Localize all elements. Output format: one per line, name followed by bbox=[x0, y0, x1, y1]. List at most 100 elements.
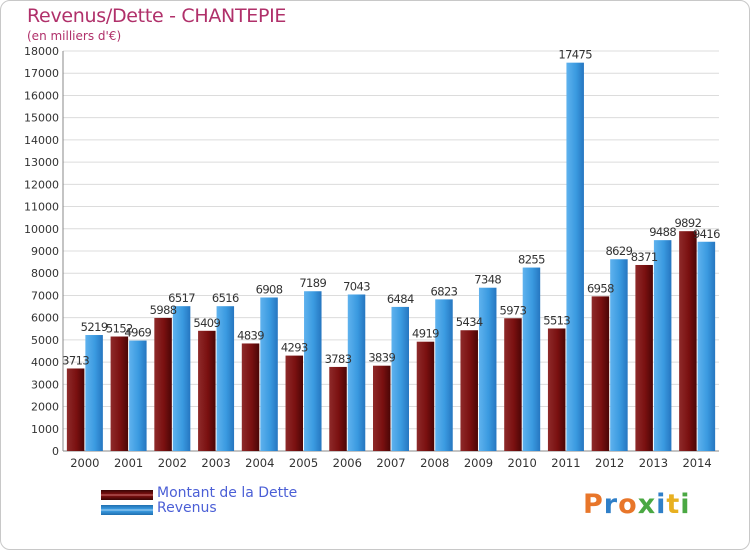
debt-value-label: 5988 bbox=[150, 303, 177, 317]
revenue-value-label: 8629 bbox=[605, 244, 632, 258]
logo-letter: i bbox=[656, 489, 667, 520]
y-tick-label: 11000 bbox=[24, 201, 59, 214]
revenue-bar bbox=[85, 335, 103, 451]
x-tick-label: 2009 bbox=[464, 456, 493, 470]
debt-bar bbox=[635, 264, 653, 451]
debt-value-label: 3783 bbox=[325, 352, 352, 366]
y-tick-label: 18000 bbox=[24, 45, 59, 58]
revenue-bar bbox=[653, 240, 672, 451]
debt-bar bbox=[547, 328, 566, 451]
x-tick-label: 2003 bbox=[201, 456, 230, 470]
debt-bar bbox=[241, 343, 260, 451]
y-tick-label: 8000 bbox=[31, 267, 59, 280]
revenue-bar bbox=[216, 306, 235, 451]
debt-bar bbox=[679, 231, 697, 451]
debt-bar bbox=[66, 368, 85, 451]
revenue-value-label: 7043 bbox=[343, 279, 370, 293]
y-tick-label: 6000 bbox=[31, 312, 59, 325]
debt-bar bbox=[285, 355, 304, 451]
revenue-value-label: 6517 bbox=[168, 291, 195, 305]
y-tick-label: 10000 bbox=[24, 223, 59, 236]
legend-swatch-debt bbox=[101, 490, 153, 500]
y-tick-label: 9000 bbox=[31, 245, 59, 258]
x-tick-label: 2005 bbox=[289, 456, 318, 470]
x-tick-label: 2013 bbox=[639, 456, 668, 470]
y-tick-label: 3000 bbox=[31, 378, 59, 391]
x-tick-label: 2012 bbox=[595, 456, 624, 470]
revenue-value-label: 6516 bbox=[212, 291, 239, 305]
x-tick-label: 2014 bbox=[682, 456, 711, 470]
logo-letter: P bbox=[583, 489, 604, 520]
debt-bar bbox=[198, 330, 216, 451]
debt-value-label: 5409 bbox=[193, 316, 220, 330]
y-tick-label: 13000 bbox=[24, 156, 59, 169]
revenue-bar bbox=[260, 297, 278, 451]
revenue-bar bbox=[347, 294, 366, 451]
legend-label-revenue: Revenus bbox=[157, 500, 217, 516]
x-tick-label: 2008 bbox=[420, 456, 449, 470]
debt-bar bbox=[591, 296, 610, 451]
debt-value-label: 3839 bbox=[368, 351, 395, 365]
revenue-bar bbox=[129, 340, 147, 451]
revenue-value-label: 7348 bbox=[474, 273, 501, 287]
debt-value-label: 8371 bbox=[631, 250, 658, 264]
logo-letter: i bbox=[680, 489, 691, 520]
debt-value-label: 5513 bbox=[543, 313, 570, 327]
logo-letter: x bbox=[637, 489, 657, 520]
revenue-bar bbox=[172, 306, 191, 451]
debt-value-label: 3713 bbox=[62, 353, 89, 367]
debt-value-label: 5434 bbox=[456, 315, 483, 329]
debt-bar bbox=[460, 330, 478, 451]
revenue-bar bbox=[435, 299, 453, 451]
debt-bar bbox=[416, 341, 435, 451]
revenue-bar bbox=[610, 259, 628, 451]
revenue-value-label: 6823 bbox=[431, 284, 458, 298]
revenue-bar bbox=[697, 241, 716, 451]
revenue-value-label: 9488 bbox=[649, 225, 676, 239]
revenue-bar bbox=[522, 267, 541, 451]
logo-letter: r bbox=[603, 489, 619, 520]
revenue-value-label: 6908 bbox=[256, 282, 283, 296]
y-tick-label: 16000 bbox=[24, 89, 59, 102]
y-tick-label: 7000 bbox=[31, 289, 59, 302]
revenue-bar bbox=[391, 306, 409, 451]
chart-title: Revenus/Dette - CHANTEPIE bbox=[27, 5, 287, 27]
debt-value-label: 4293 bbox=[281, 341, 308, 355]
x-tick-label: 2011 bbox=[551, 456, 580, 470]
revenue-bar bbox=[304, 291, 322, 451]
debt-value-label: 5973 bbox=[500, 303, 527, 317]
logo-letter: o bbox=[618, 489, 638, 520]
revenue-value-label: 17475 bbox=[558, 48, 592, 62]
y-tick-label: 17000 bbox=[24, 67, 59, 80]
y-tick-label: 14000 bbox=[24, 134, 59, 147]
debt-bar bbox=[110, 336, 129, 451]
revenue-value-label: 9416 bbox=[693, 227, 720, 241]
debt-value-label: 5152 bbox=[106, 322, 133, 336]
x-tick-label: 2001 bbox=[114, 456, 143, 470]
x-tick-label: 2002 bbox=[158, 456, 187, 470]
y-tick-label: 1000 bbox=[31, 423, 59, 436]
revenue-bar bbox=[566, 62, 584, 452]
y-tick-label: 4000 bbox=[31, 356, 59, 369]
x-tick-label: 2007 bbox=[376, 456, 405, 470]
revenue-bar bbox=[478, 287, 497, 451]
debt-bar bbox=[154, 317, 172, 451]
legend-label-debt: Montant de la Dette bbox=[157, 485, 298, 501]
x-tick-label: 2004 bbox=[245, 456, 274, 470]
x-tick-label: 2010 bbox=[508, 456, 537, 470]
revenue-value-label: 5219 bbox=[81, 320, 108, 334]
revenue-value-label: 4969 bbox=[124, 326, 151, 340]
debt-bar bbox=[504, 318, 522, 451]
proxiti-logo: Proxiti bbox=[583, 489, 691, 520]
debt-value-label: 4919 bbox=[412, 327, 439, 341]
revenue-value-label: 6484 bbox=[387, 292, 414, 306]
y-tick-label: 5000 bbox=[31, 334, 59, 347]
logo-letter: t bbox=[666, 489, 681, 520]
y-tick-label: 2000 bbox=[31, 401, 59, 414]
revenue-value-label: 8255 bbox=[518, 253, 545, 267]
y-tick-label: 15000 bbox=[24, 112, 59, 125]
revenue-value-label: 7189 bbox=[299, 276, 326, 290]
chart-subtitle: (en milliers d'€) bbox=[27, 29, 122, 43]
